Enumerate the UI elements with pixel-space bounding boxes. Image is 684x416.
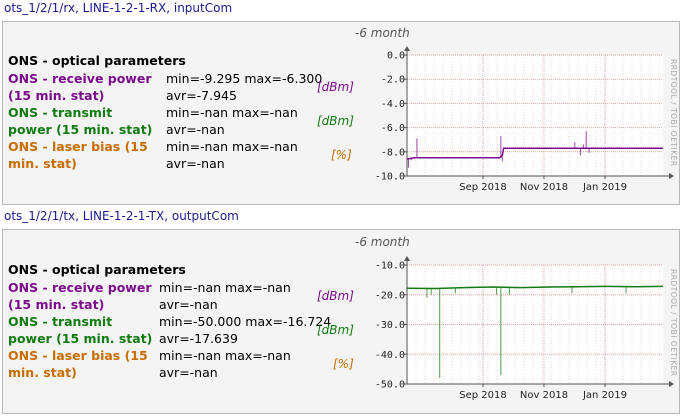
y-tick-label: -30.0 [375,320,405,331]
y-tick-label: -8.0 [381,147,405,158]
time-period-label: -6 month [355,235,410,249]
transmit-power-avg: avr=-nan [166,122,225,137]
y-tick-label: -10.0 [375,172,405,183]
section-title: ONS - optical parameters [8,262,186,277]
receive-power-minmax: min=-nan max=-nan [159,280,291,295]
y-tick-label: -4.0 [381,99,405,110]
x-tick-label: Sep 2018 [459,390,506,401]
laser-bias-minmax: min=-nan max=-nan [166,139,298,154]
rrdtool-watermark: RRDTOOL / TOBI OETIKER [669,269,678,377]
transmit-power-unit: [dBm] [317,114,354,128]
receive-power-avg: avr=-7.945 [166,88,237,103]
y-tick-label: -40.0 [375,350,405,361]
legend-laser-bias: ONS - laser bias (15 min. stat) [8,139,148,171]
x-axis-arrow [669,173,674,179]
receive-power-avg: avr=-nan [159,297,218,312]
legend-transmit-power: ONS - transmit power (15 min. stat) [8,314,153,346]
receive-power-unit: [dBm] [317,289,354,303]
plot-area [407,55,663,176]
laser-bias-avg: avr=-nan [166,156,225,171]
receive-power-unit: [dBm] [317,80,354,94]
rrd-chart-tx: -10.0 -20.0 -30.0 -40.0 -50.0 Sep 2018 Nov 201… [375,256,678,401]
y-tick-label: -50.0 [375,380,405,391]
x-axis-arrow [669,381,674,387]
x-tick-label: Jan 2019 [582,182,627,193]
time-period-label: -6 month [355,26,410,40]
y-tick-label: -10.0 [375,261,405,272]
graph-panel-rx: -6 month ONS - optical parameters ONS - … [2,21,680,205]
transmit-power-avg: avr=-17.639 [159,331,238,346]
y-axis-arrow [404,256,410,261]
y-axis-arrow [404,46,410,51]
laser-bias-minmax: min=-nan max=-nan [159,348,291,363]
graph-header-tx[interactable]: ots_1/2/1/tx, LINE-1-2-1-TX, outputCom [4,209,239,223]
receive-power-minmax: min=-9.295 max=-6.300 [166,71,323,86]
laser-bias-avg: avr=-nan [159,365,218,380]
x-tick-label: Nov 2018 [520,390,568,401]
transmit-power-minmax: min=-50.000 max=-16.724 [159,314,332,329]
series-line [406,285,664,290]
transmit-power-unit: [dBm] [317,323,354,337]
x-tick-label: Nov 2018 [520,182,568,193]
transmit-power-minmax: min=-nan max=-nan [166,105,298,120]
legend-transmit-power: ONS - transmit power (15 min. stat) [8,105,153,137]
graph-panel-tx: -6 month ONS - optical parameters ONS - … [2,229,680,414]
y-tick-label: -2.0 [381,75,405,86]
rrdtool-watermark: RRDTOOL / TOBI OETIKER [669,59,678,167]
y-tick-label: 0.0 [387,51,405,62]
x-tick-label: Jan 2019 [582,390,627,401]
x-tick-label: Sep 2018 [459,182,506,193]
legend-receive-power: ONS - receive power (15 min. stat) [8,71,152,103]
laser-bias-unit: [%] [331,148,352,162]
legend-laser-bias: ONS - laser bias (15 min. stat) [8,348,148,380]
rrd-chart-rx: 0.0 -2.0 -4.0 -6.0 -8.0 -10.0 Sep 2018 Nov 2018… [375,46,678,193]
y-tick-label: -6.0 [381,123,405,134]
legend-receive-power: ONS - receive power (15 min. stat) [8,280,152,312]
graph-header-rx[interactable]: ots_1/2/1/rx, LINE-1-2-1-RX, inputCom [4,1,233,15]
section-title: ONS - optical parameters [8,53,186,68]
y-tick-label: -20.0 [375,290,405,301]
laser-bias-unit: [%] [333,357,354,371]
